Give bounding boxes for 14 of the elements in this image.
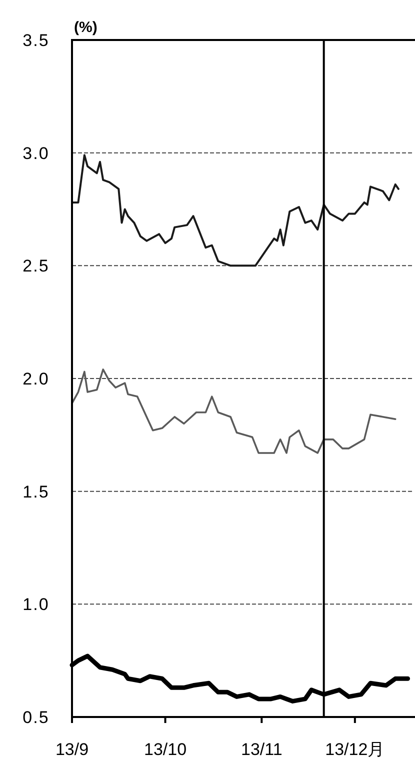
- y-tick-label: 3.5: [22, 31, 50, 50]
- x-tick-label: 13/12月: [325, 740, 385, 759]
- line-series: [71, 368, 396, 454]
- x-tick-label: 13/9: [55, 740, 89, 759]
- y-tick-label: 1.5: [22, 482, 50, 502]
- y-tick-label: 2.5: [22, 256, 50, 276]
- x-tick-label: 13/10: [144, 740, 187, 759]
- y-tick-label: 3.0: [22, 144, 50, 163]
- y-tick-label: 0.5: [22, 708, 50, 727]
- y-tick-label: 1.0: [22, 595, 50, 614]
- y-axis-title: (%): [74, 19, 98, 36]
- y-tick-label: 2.0: [22, 370, 50, 388]
- x-tick-label: 13/11: [241, 740, 282, 759]
- line-series: [71, 154, 400, 267]
